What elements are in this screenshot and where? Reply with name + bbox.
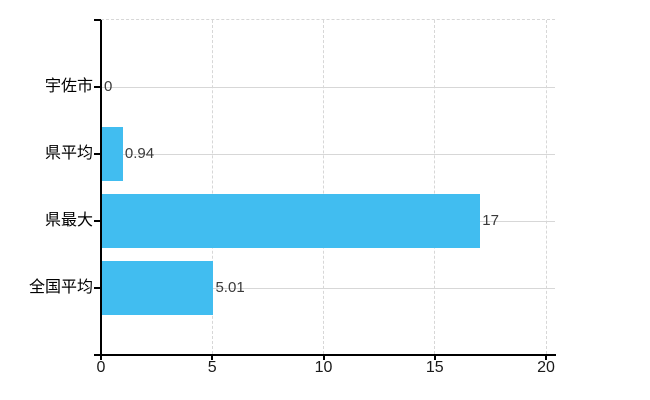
x-axis-tick (433, 356, 436, 360)
x-axis-tick (100, 356, 102, 360)
x-tick-label: 20 (537, 359, 555, 376)
y-axis-tick (94, 287, 101, 289)
y-axis-tick (94, 153, 101, 155)
v-gridline (434, 20, 436, 354)
y-axis-tick (94, 220, 101, 222)
h-gridline (102, 86, 555, 88)
y-axis-tick (94, 19, 101, 21)
x-axis-tick (322, 356, 325, 360)
v-gridline (545, 20, 547, 354)
v-gridline (323, 20, 324, 354)
x-axis-tick (211, 356, 214, 360)
category-label: 全国平均 (28, 279, 93, 296)
x-tick-label: 5 (207, 359, 217, 376)
bar (102, 127, 123, 181)
plot-top-border (101, 19, 555, 20)
y-axis-tick (94, 86, 101, 88)
v-gridline (211, 20, 213, 354)
bar-value-label: 17 (482, 212, 499, 229)
x-axis (94, 354, 556, 356)
bar (102, 194, 481, 248)
bar-value-label: 5.01 (215, 279, 245, 296)
h-gridline (102, 153, 555, 155)
x-tick-label: 0 (96, 359, 106, 376)
category-label: 県最大 (44, 212, 93, 229)
y-axis (100, 20, 102, 355)
x-axis-tick (545, 356, 547, 360)
category-label: 県平均 (44, 145, 93, 162)
bar (102, 261, 214, 315)
category-label: 宇佐市 (44, 78, 93, 95)
bar-value-label: 0 (104, 78, 113, 95)
bar-value-label: 0.94 (124, 145, 155, 162)
x-tick-label: 15 (425, 359, 444, 376)
h-gridline (102, 287, 555, 289)
x-tick-label: 10 (314, 359, 333, 376)
